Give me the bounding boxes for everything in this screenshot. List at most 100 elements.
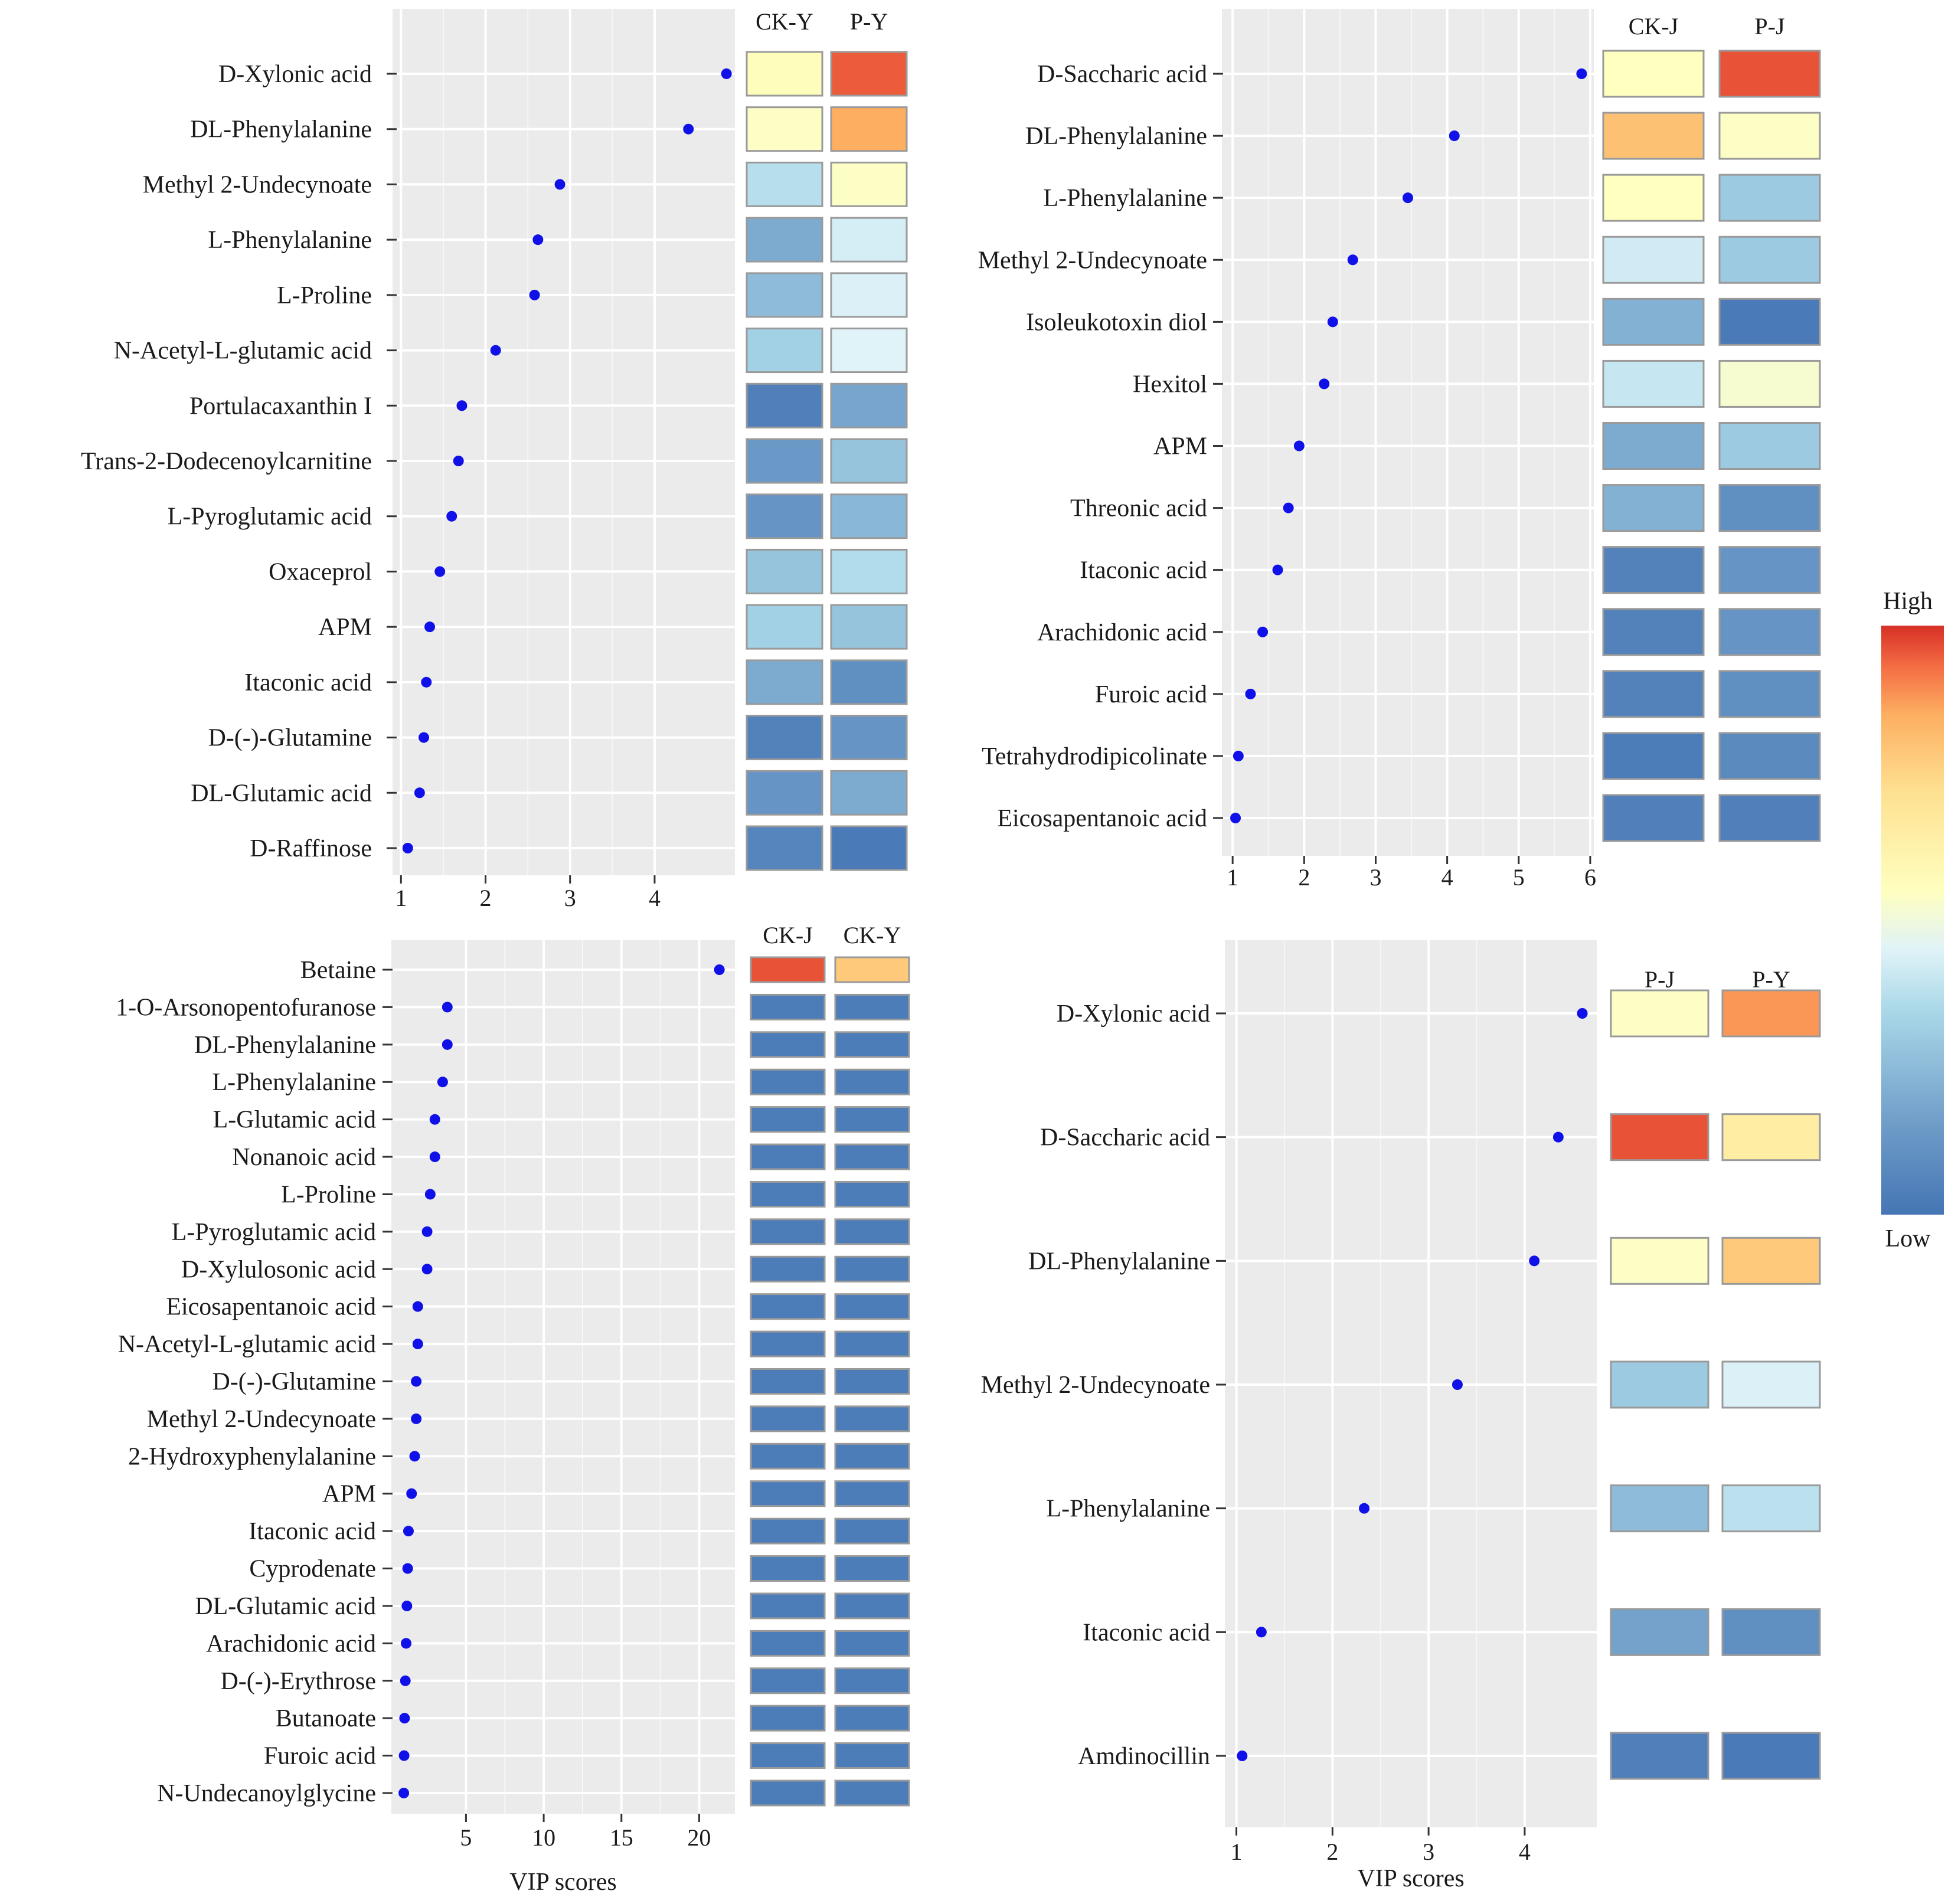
heatmap-tile — [1602, 112, 1705, 160]
x-tick-label: 2 — [1298, 864, 1310, 891]
vip-point — [1359, 1503, 1370, 1514]
heatmap-tile — [746, 548, 823, 594]
heatmap-tile — [1602, 546, 1705, 594]
heatmap-tile — [830, 548, 908, 594]
heatmap-tile — [750, 1667, 826, 1694]
heatmap-tile — [750, 1031, 826, 1058]
heatmap-tile — [1721, 1484, 1821, 1533]
x-tick-label: 4 — [1519, 1838, 1531, 1865]
vip-point — [401, 1638, 412, 1649]
heatmap-tile — [1610, 1608, 1709, 1656]
panel-bottom-right: 1 2 3 4 P-J P-Y D-Xylonic acid D-Saccharic acid… — [981, 940, 1821, 1892]
metabolite-label: L-Phenylalanine — [212, 1069, 376, 1096]
heatmap-tile — [750, 1517, 826, 1545]
vip-point — [1576, 68, 1587, 79]
heatmap-tile — [834, 1555, 910, 1582]
heatmap-tile — [750, 1742, 826, 1769]
plot-background — [393, 9, 735, 875]
heatmap-tile — [746, 825, 823, 871]
vip-point — [1272, 564, 1283, 575]
heatmap-tile — [1721, 1732, 1821, 1780]
vip-point — [403, 1526, 414, 1537]
heatmap-tile — [834, 956, 910, 983]
metabolite-label: DL-Phenylalanine — [1025, 123, 1207, 150]
heatmap-tile — [746, 659, 823, 705]
heatmap-column-header: CK-Y — [756, 8, 813, 35]
heatmap-tile — [1718, 608, 1821, 656]
heatmap-tile — [746, 217, 823, 263]
heatmap-tile — [746, 715, 823, 761]
heatmap-tile — [834, 1405, 910, 1432]
metabolite-label: Amdinocillin — [1078, 1743, 1210, 1770]
heatmap-tile — [834, 1330, 910, 1357]
metabolite-label: Tetrahydrodipicolinate — [982, 743, 1207, 770]
plot-background — [391, 940, 735, 1814]
heatmap-tile — [834, 1143, 910, 1170]
metabolite-label: D-Xylonic acid — [218, 61, 372, 88]
metabolite-label: Eicosapentanoic acid — [997, 805, 1207, 832]
metabolite-label: N-Undecanoylglycine — [157, 1780, 376, 1807]
x-axis-label: VIP scores — [509, 1869, 617, 1896]
vip-point — [453, 456, 464, 466]
vip-point — [1256, 1627, 1267, 1638]
heatmap-tile — [746, 106, 823, 152]
heatmap-tile — [750, 1705, 826, 1732]
heatmap-tile — [1718, 235, 1821, 284]
heatmap-tile — [1610, 989, 1709, 1038]
heatmap-tile — [1718, 174, 1821, 222]
heatmap-column-header: P-J — [1754, 13, 1784, 40]
heatmap-tile — [1610, 1732, 1709, 1780]
heatmap-tile — [1721, 989, 1821, 1038]
metabolite-label: L-Pyroglutamic acid — [172, 1219, 376, 1246]
metabolite-label: L-Phenylalanine — [208, 227, 372, 254]
vip-point — [398, 1750, 410, 1761]
vip-point — [442, 1002, 453, 1013]
heatmap-tile — [1602, 297, 1705, 346]
heatmap-tile — [1718, 794, 1821, 842]
heatmap-tile — [1721, 1113, 1821, 1162]
metabolite-label: N-Acetyl-L-glutamic acid — [118, 1331, 376, 1358]
heatmap-tile — [834, 1705, 910, 1732]
metabolite-label: Hexitol — [1133, 371, 1207, 398]
heatmap-tile — [1602, 608, 1705, 656]
heatmap-tile — [750, 993, 826, 1020]
x-tick-label: 1 — [1227, 864, 1238, 891]
heatmap-tile — [830, 328, 908, 374]
metabolite-label: L-Pyroglutamic acid — [168, 503, 372, 531]
vip-point — [1577, 1008, 1588, 1019]
vip-point — [1245, 688, 1256, 699]
vip-point — [1327, 316, 1338, 328]
heatmap-tile — [750, 1068, 826, 1095]
heatmap-tile — [1718, 732, 1821, 780]
heatmap-tile — [750, 1480, 826, 1507]
metabolite-label: L-Proline — [281, 1181, 376, 1208]
metabolite-label: DL-Phenylalanine — [190, 116, 372, 143]
vip-point — [446, 511, 457, 522]
vip-point — [1403, 192, 1413, 204]
x-tick-label: 4 — [1441, 864, 1453, 891]
plot-background — [1222, 9, 1594, 856]
vip-point — [412, 1339, 423, 1350]
metabolite-label: Methyl 2-Undecynoate — [978, 247, 1207, 274]
heatmap-tile — [746, 438, 823, 484]
vip-point — [418, 732, 429, 743]
heatmap-tile — [1718, 484, 1821, 532]
heatmap-tile — [746, 382, 823, 428]
vip-point — [529, 289, 540, 300]
heatmap-tile — [1721, 1236, 1821, 1285]
metabolite-label: 2-Hydroxyphenylalanine — [128, 1443, 376, 1470]
heatmap-tile — [834, 1480, 910, 1507]
heatmap-tile — [1602, 484, 1705, 532]
metabolite-label: D-Raffinose — [250, 835, 372, 862]
metabolite-label: D-(-)-Erythrose — [220, 1668, 376, 1695]
metabolite-label: DL-Glutamic acid — [191, 780, 372, 807]
metabolite-label: APM — [1153, 433, 1207, 460]
legend-colorbar — [1881, 626, 1944, 1215]
vip-point — [1347, 254, 1358, 266]
vip-point — [721, 68, 732, 79]
heatmap-tile — [750, 1180, 826, 1208]
panel-top-right: 1 2 3 4 5 6 CK-J P-J D-Saccharic acid DL-Phenylal… — [978, 9, 1821, 891]
x-tick-label: 5 — [460, 1824, 472, 1851]
heatmap-tile — [830, 493, 908, 539]
metabolite-label: Portulacaxanthin I — [189, 392, 372, 420]
